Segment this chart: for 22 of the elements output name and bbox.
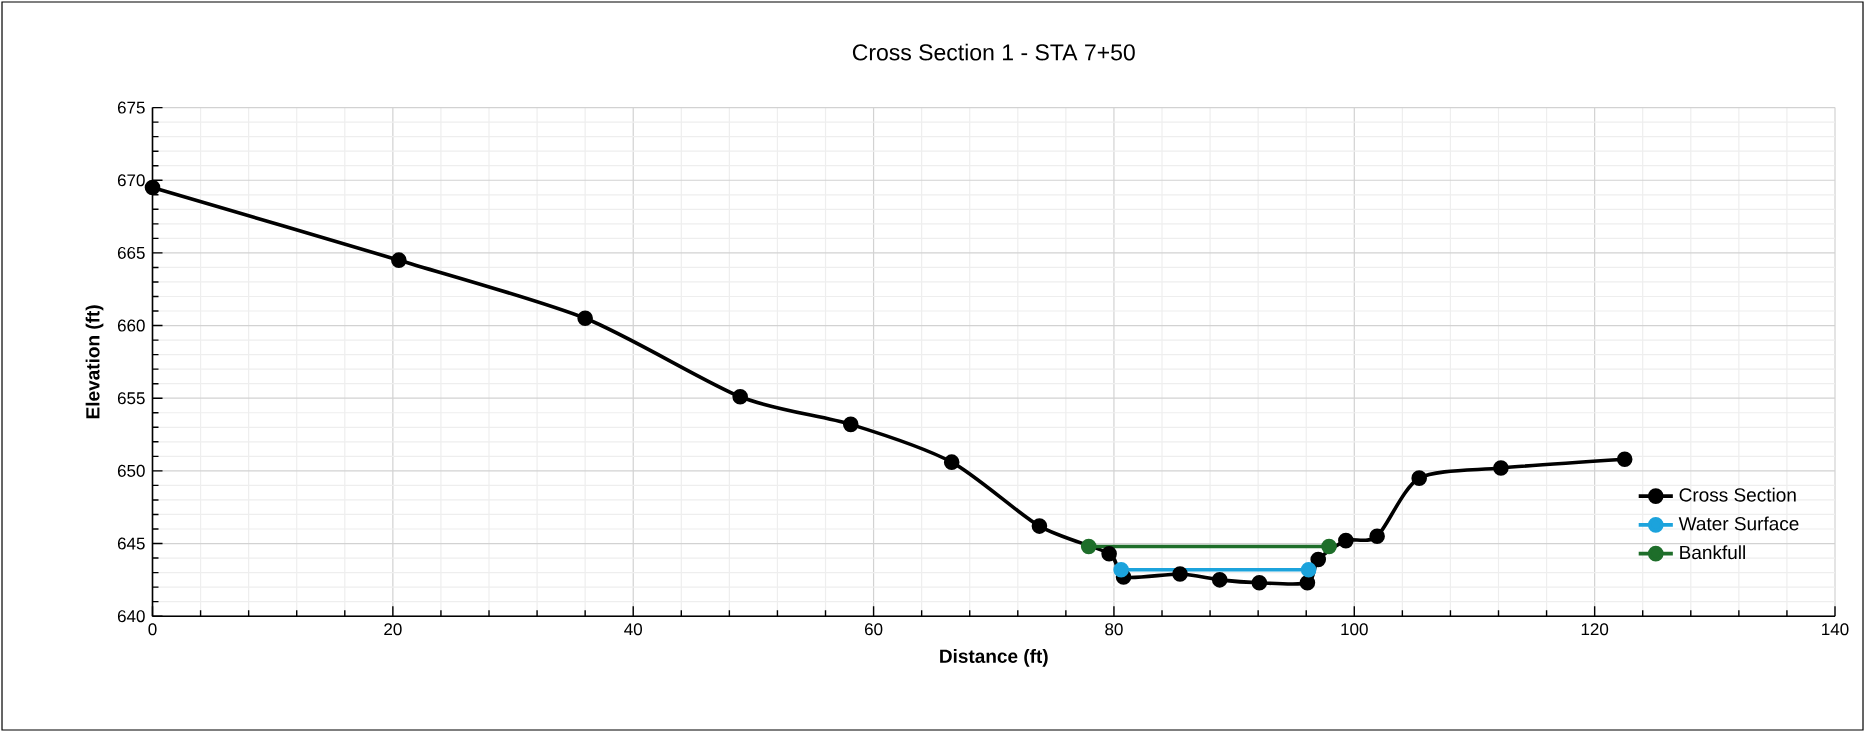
y-axis-title: Elevation (ft) bbox=[85, 305, 104, 419]
y-tick-label: 640 bbox=[117, 610, 145, 623]
x-tick-label: 120 bbox=[1581, 623, 1609, 636]
x-tick-label: 60 bbox=[865, 623, 883, 636]
x-tick-label: 40 bbox=[624, 623, 642, 636]
x-tick-label: 140 bbox=[1822, 623, 1849, 636]
x-tick-label: 100 bbox=[1341, 623, 1368, 636]
y-tick-label: 670 bbox=[117, 174, 145, 187]
y-tick-label: 665 bbox=[117, 246, 145, 259]
legend-label: Cross Section bbox=[1679, 487, 1796, 502]
legend-label: Bankfull bbox=[1680, 545, 1745, 560]
legend-label: Water Surface bbox=[1678, 516, 1799, 531]
chart-title: Cross Section 1 - STA 7+50 bbox=[852, 43, 1135, 61]
y-tick-label: 660 bbox=[117, 319, 145, 332]
y-tick-label: 655 bbox=[117, 392, 145, 405]
x-tick-label: 80 bbox=[1105, 623, 1123, 636]
y-tick-label: 645 bbox=[117, 537, 145, 550]
x-axis-title: Distance (ft) bbox=[940, 649, 1048, 667]
y-tick-label: 650 bbox=[117, 464, 145, 477]
x-tick-label: 20 bbox=[384, 623, 402, 636]
y-tick-label: 675 bbox=[117, 101, 145, 114]
x-tick-label: 0 bbox=[148, 623, 157, 636]
